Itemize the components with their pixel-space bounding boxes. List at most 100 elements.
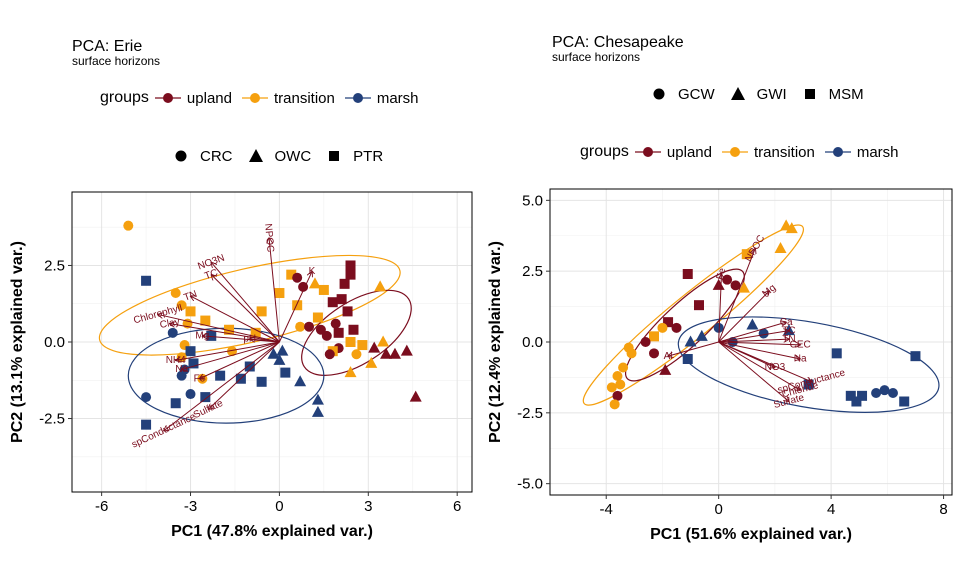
legend-key-upland bbox=[634, 143, 661, 161]
loading-label: CEC bbox=[790, 339, 811, 350]
loading-arrow bbox=[718, 339, 789, 343]
loading-arrow bbox=[278, 272, 312, 343]
point-transition bbox=[256, 306, 267, 317]
loading-label: Al bbox=[664, 351, 673, 362]
plot-area: FeNPOCMgCaTCTNCECNaNO3spConductanceChlor… bbox=[550, 189, 952, 495]
loading-label: NO3 bbox=[765, 362, 786, 373]
legend-item-marsh: marsh bbox=[344, 89, 419, 107]
legend-title: groups bbox=[580, 143, 629, 160]
ellipse-marsh bbox=[677, 316, 940, 413]
point-upland bbox=[336, 294, 347, 305]
circle-icon bbox=[168, 147, 194, 165]
point-transition bbox=[295, 321, 306, 332]
chart-subtitle: surface horizons bbox=[72, 54, 161, 68]
loading-arrow bbox=[718, 341, 812, 382]
legend-item-upland: upland bbox=[634, 143, 712, 161]
point-marsh bbox=[244, 361, 255, 372]
point-marsh bbox=[879, 385, 890, 396]
point-transition bbox=[374, 280, 387, 292]
point-transition bbox=[176, 300, 187, 311]
y-axis-title: PC2 (13.1% explained var.) bbox=[9, 241, 26, 443]
loading-label: NPOC bbox=[262, 223, 275, 253]
legend-item-transition: transition bbox=[721, 143, 815, 161]
point-transition bbox=[365, 356, 378, 368]
point-marsh bbox=[141, 392, 152, 403]
x-tick-label: -3 bbox=[184, 498, 197, 515]
triangle-icon bbox=[243, 147, 269, 165]
y-tick-label: 5.0 bbox=[522, 192, 543, 209]
legend-title: groups bbox=[100, 89, 149, 106]
point-marsh bbox=[185, 346, 196, 357]
point-upland bbox=[345, 260, 356, 271]
point-transition bbox=[785, 222, 798, 234]
point-upland bbox=[388, 347, 401, 359]
loading-arrow bbox=[176, 341, 280, 360]
legend-label: transition bbox=[273, 89, 335, 107]
legend-label: transition bbox=[753, 143, 815, 161]
loading-label: TN bbox=[182, 289, 198, 304]
point-marsh bbox=[682, 354, 693, 364]
point-upland bbox=[348, 324, 359, 335]
legend-label: upland bbox=[666, 143, 712, 161]
point-transition bbox=[318, 284, 329, 295]
x-tick-label: 4 bbox=[827, 501, 835, 518]
loading-label: TC bbox=[782, 325, 795, 336]
loading-arrow bbox=[170, 324, 280, 343]
point-marsh bbox=[746, 318, 759, 330]
loading-label: Na bbox=[794, 354, 807, 365]
point-marsh bbox=[695, 329, 708, 341]
point-upland bbox=[345, 269, 356, 280]
point-marsh bbox=[684, 335, 697, 347]
legend-label: CRC bbox=[200, 147, 233, 165]
loading-arrow bbox=[718, 341, 801, 359]
legend-item-ptr: PTR bbox=[321, 147, 383, 165]
point-upland bbox=[324, 349, 335, 360]
point-marsh bbox=[311, 393, 324, 405]
point-marsh bbox=[899, 396, 910, 407]
point-upland bbox=[400, 344, 413, 356]
loading-label: Fe bbox=[194, 373, 206, 384]
y-tick-label: -2.5 bbox=[39, 411, 65, 428]
loading-label: Mg bbox=[195, 331, 209, 342]
legend-label: upland bbox=[186, 89, 232, 107]
point-marsh bbox=[141, 275, 152, 286]
chart-chesapeake: PCA: Chesapeake surface horizons GCW GWI… bbox=[480, 0, 960, 576]
loading-arrow bbox=[164, 341, 280, 431]
point-transition bbox=[351, 349, 362, 360]
legend-label: OWC bbox=[274, 147, 312, 165]
legend-key-marsh bbox=[824, 143, 851, 161]
loading-arrow bbox=[668, 341, 719, 356]
loading-label: NH4 bbox=[166, 355, 186, 366]
legend-key-transition bbox=[721, 143, 748, 161]
loading-arrow bbox=[191, 296, 280, 343]
point-transition bbox=[286, 269, 297, 280]
point-marsh bbox=[206, 330, 217, 341]
legend-label: MSM bbox=[828, 85, 864, 103]
point-transition bbox=[774, 242, 787, 253]
loading-arrow bbox=[718, 249, 756, 343]
point-marsh bbox=[311, 405, 324, 417]
loading-arrow bbox=[718, 341, 801, 390]
loading-arrow bbox=[211, 275, 280, 343]
loading-label: K bbox=[309, 266, 316, 277]
loading-arrow bbox=[269, 238, 280, 343]
loading-label: spConductance bbox=[130, 411, 198, 451]
chart-title: PCA: Erie bbox=[72, 38, 143, 55]
point-upland bbox=[722, 274, 733, 285]
point-marsh bbox=[871, 388, 882, 398]
legend-label: PTR bbox=[353, 147, 384, 165]
loading-arrow bbox=[158, 314, 280, 343]
point-marsh bbox=[294, 375, 307, 387]
y-tick-label: 0.0 bbox=[522, 334, 543, 351]
square-icon bbox=[321, 147, 347, 165]
point-marsh bbox=[276, 344, 289, 356]
loading-arrow bbox=[718, 322, 786, 343]
point-transition bbox=[609, 399, 620, 410]
point-marsh bbox=[845, 390, 856, 401]
loading-arrow bbox=[182, 341, 280, 370]
point-upland bbox=[321, 330, 332, 341]
point-upland bbox=[380, 347, 393, 359]
loading-arrow bbox=[211, 262, 280, 343]
point-marsh bbox=[176, 370, 187, 381]
point-transition bbox=[618, 362, 629, 373]
